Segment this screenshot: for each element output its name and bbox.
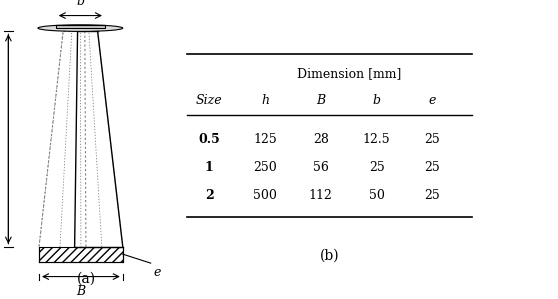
Text: e: e [429,94,436,107]
Text: e: e [153,266,161,279]
Text: b: b [373,94,381,107]
Text: 250: 250 [253,161,277,174]
Text: 25: 25 [425,161,440,174]
Text: (b): (b) [319,249,339,263]
Text: 125: 125 [253,132,277,146]
Text: 28: 28 [313,132,329,146]
Text: 1: 1 [205,161,214,174]
Text: 12.5: 12.5 [363,132,391,146]
Text: 25: 25 [425,189,440,202]
Text: 56: 56 [313,161,329,174]
Text: B: B [76,285,85,298]
Text: 2: 2 [205,189,214,202]
Text: B: B [316,94,325,107]
Text: Size: Size [196,94,223,107]
Text: h: h [261,94,269,107]
Text: 500: 500 [253,189,277,202]
Text: 50: 50 [369,189,384,202]
Text: 112: 112 [309,189,333,202]
Text: 25: 25 [369,161,384,174]
Text: b: b [76,0,84,8]
Text: (a): (a) [77,271,96,286]
Bar [39,247,123,262]
Ellipse shape [38,25,123,31]
Bar [56,25,105,28]
Text: 0.5: 0.5 [199,132,220,146]
Text: Dimension [mm]: Dimension [mm] [296,67,401,80]
Text: 25: 25 [425,132,440,146]
